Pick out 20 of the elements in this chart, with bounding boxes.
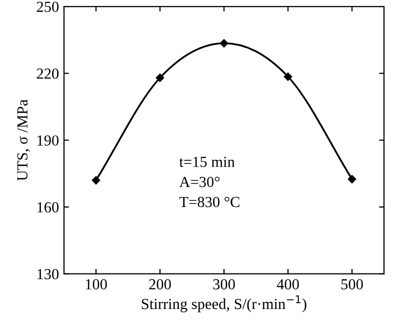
- y-tick-label: 250: [36, 2, 59, 12]
- annotation: t=15 min: [179, 156, 235, 168]
- point: [156, 74, 164, 82]
- y-tick-label: 190: [38, 135, 59, 146]
- y-tick-label: 130: [38, 268, 59, 280]
- point: [284, 72, 292, 81]
- x-tick-label: 300: [213, 279, 235, 290]
- point: [348, 175, 356, 184]
- x-tick-label: 200: [149, 279, 171, 290]
- x-tick-label: 400: [276, 279, 299, 290]
- annotation: A=30°: [179, 176, 220, 188]
- annotation: T=830 °C: [179, 196, 240, 208]
- y-tick-label: 220: [36, 68, 59, 79]
- x-tick-label: 500: [341, 279, 363, 290]
- x-tick-label: 100: [86, 279, 107, 290]
- point: [220, 39, 228, 48]
- point: [92, 176, 100, 184]
- y-tick-label: 160: [38, 202, 59, 212]
- x-axis-title: Stirring speed, S/(r·min$^{−1}$): [142, 295, 306, 312]
- y-axis-title: UTS, σ /MPa: [17, 100, 30, 181]
